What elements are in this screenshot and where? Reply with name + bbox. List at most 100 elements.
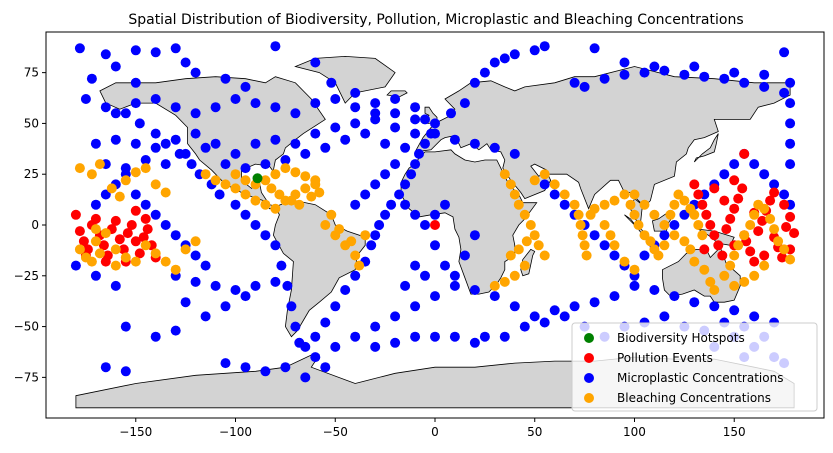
microplastic-concentrations-point: [110, 134, 121, 145]
bleaching-concentrations-point: [605, 230, 616, 241]
microplastic-concentrations-point: [350, 118, 361, 129]
y-tick-label: −25: [14, 269, 39, 283]
pollution-events-point: [134, 248, 145, 259]
bleaching-concentrations-point: [725, 260, 736, 271]
bleaching-concentrations-point: [679, 195, 690, 206]
microplastic-concentrations-point: [140, 155, 151, 165]
microplastic-concentrations-point: [410, 114, 421, 125]
microplastic-concentrations-point: [699, 71, 710, 82]
microplastic-concentrations-point: [340, 134, 351, 145]
microplastic-concentrations-point: [420, 270, 430, 281]
microplastic-concentrations-point: [230, 94, 241, 104]
microplastic-concentrations-point: [270, 134, 281, 145]
microplastic-concentrations-point: [629, 280, 640, 291]
x-tick-label: 150: [723, 425, 746, 439]
microplastic-concentrations-point: [180, 148, 191, 159]
microplastic-concentrations-point: [290, 138, 301, 149]
microplastic-concentrations-point: [400, 142, 411, 153]
microplastic-concentrations-point: [320, 142, 331, 153]
x-axis: −150 −100 −50 0 50 100 150: [119, 418, 746, 439]
legend-label: Microplastic Concentrations: [617, 371, 783, 385]
pollution-events-point: [70, 209, 81, 220]
microplastic-concentrations-point: [326, 77, 337, 88]
microplastic-concentrations-point: [785, 98, 796, 109]
x-tick-label: −100: [219, 425, 252, 439]
microplastic-concentrations-point: [360, 189, 371, 200]
microplastic-concentrations-point: [459, 250, 470, 261]
bleaching-concentrations-point: [270, 169, 281, 180]
legend-marker: [584, 393, 594, 403]
microplastic-concentrations-point: [220, 73, 231, 84]
microplastic-concentrations-point: [759, 69, 770, 80]
microplastic-concentrations-point: [170, 43, 181, 54]
bleaching-concentrations-point: [539, 169, 550, 180]
microplastic-concentrations-point: [110, 280, 121, 291]
bleaching-concentrations-point: [759, 260, 770, 271]
bleaching-concentrations-point: [619, 256, 630, 267]
x-tick-label: 50: [527, 425, 542, 439]
microplastic-concentrations-point: [180, 57, 191, 68]
bleaching-concentrations-point: [280, 163, 291, 174]
microplastic-concentrations-point: [390, 311, 401, 322]
landmass-9: [693, 133, 719, 163]
microplastic-concentrations-point: [150, 94, 161, 104]
microplastic-concentrations-point: [240, 291, 251, 302]
microplastic-concentrations-point: [310, 57, 321, 68]
bleaching-concentrations-point: [765, 213, 776, 224]
bleaching-concentrations-point: [629, 209, 640, 220]
microplastic-concentrations-point: [619, 69, 630, 80]
microplastic-concentrations-point: [100, 362, 111, 373]
microplastic-concentrations-point: [559, 311, 570, 322]
pollution-events-point: [729, 203, 740, 214]
bleaching-concentrations-point: [733, 240, 744, 251]
pollution-events-point: [781, 222, 792, 232]
microplastic-concentrations-point: [659, 230, 670, 241]
bleaching-concentrations-point: [589, 203, 600, 214]
bleaching-concentrations-point: [90, 236, 101, 247]
microplastic-concentrations-point: [230, 148, 241, 159]
biodiversity-hotspots-point: [252, 173, 263, 184]
bleaching-concentrations-point: [673, 189, 684, 200]
microplastic-concentrations-point: [240, 362, 251, 373]
x-tick-label: −50: [323, 425, 348, 439]
microplastic-concentrations-point: [489, 291, 500, 302]
microplastic-concentrations-point: [210, 138, 221, 149]
microplastic-concentrations-point: [729, 67, 740, 78]
microplastic-concentrations-point: [420, 220, 430, 230]
microplastic-concentrations-point: [749, 311, 760, 322]
microplastic-concentrations-point: [649, 61, 660, 72]
bleaching-concentrations-point: [705, 276, 716, 287]
bleaching-concentrations-point: [689, 256, 700, 267]
pollution-events-point: [140, 213, 151, 224]
microplastic-concentrations-point: [270, 276, 281, 287]
microplastic-concentrations-point: [639, 67, 650, 78]
microplastic-concentrations-point: [410, 159, 421, 170]
landmass-1: [272, 200, 366, 338]
microplastic-concentrations-point: [276, 260, 287, 271]
microplastic-concentrations-point: [689, 61, 700, 72]
microplastic-concentrations-point: [380, 209, 391, 220]
bleaching-concentrations-point: [170, 264, 181, 275]
microplastic-concentrations-point: [190, 108, 201, 119]
microplastic-concentrations-point: [200, 142, 211, 153]
landmass-2: [294, 55, 396, 104]
microplastic-concentrations-point: [90, 138, 101, 149]
microplastic-concentrations-point: [479, 67, 490, 78]
microplastic-concentrations-point: [519, 321, 530, 332]
microplastic-concentrations-point: [679, 69, 690, 80]
microplastic-concentrations-point: [729, 305, 740, 316]
microplastic-concentrations-point: [350, 87, 361, 98]
bleaching-concentrations-point: [629, 264, 640, 275]
microplastic-concentrations-point: [280, 155, 291, 165]
pollution-events-point: [98, 240, 109, 251]
pollution-events-point: [130, 205, 141, 216]
bleaching-concentrations-point: [739, 276, 750, 287]
bleaching-concentrations-point: [94, 159, 105, 170]
legend-label: Bleaching Concentrations: [617, 391, 771, 405]
legend-marker: [584, 353, 594, 363]
bleaching-concentrations-point: [577, 230, 588, 241]
microplastic-concentrations-point: [170, 230, 181, 241]
bleaching-concentrations-point: [310, 175, 321, 186]
bleaching-concentrations-point: [86, 256, 97, 267]
microplastic-concentrations-point: [370, 321, 381, 332]
